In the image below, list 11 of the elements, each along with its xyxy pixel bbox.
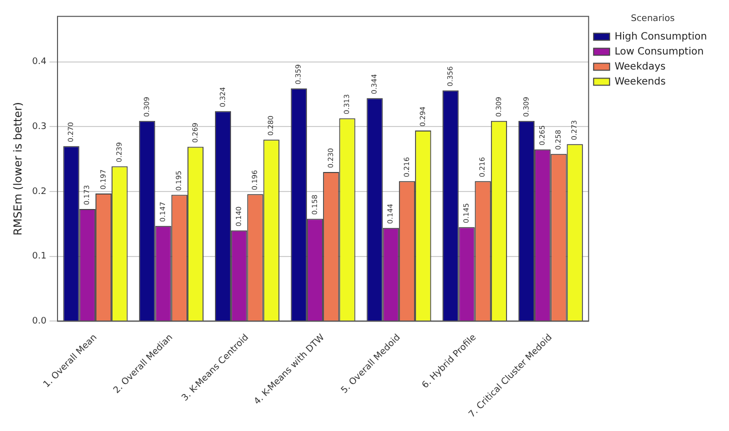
y-tick-label: 0.3 bbox=[32, 122, 47, 132]
legend-label: Weekdays bbox=[614, 61, 666, 72]
legend-label: High Consumption bbox=[614, 31, 708, 42]
legend-title: Scenarios bbox=[630, 14, 676, 24]
y-tick-label: 0.2 bbox=[32, 186, 47, 197]
y-tick-label: 0.1 bbox=[32, 252, 47, 262]
y-tick-label: 0.0 bbox=[32, 316, 47, 327]
legend-label: Weekends bbox=[614, 76, 666, 88]
y-axis-title: RMSEm (lower is better) bbox=[11, 102, 24, 236]
y-tick-label: 0.4 bbox=[32, 57, 47, 68]
legend-label: Low Consumption bbox=[614, 46, 704, 58]
